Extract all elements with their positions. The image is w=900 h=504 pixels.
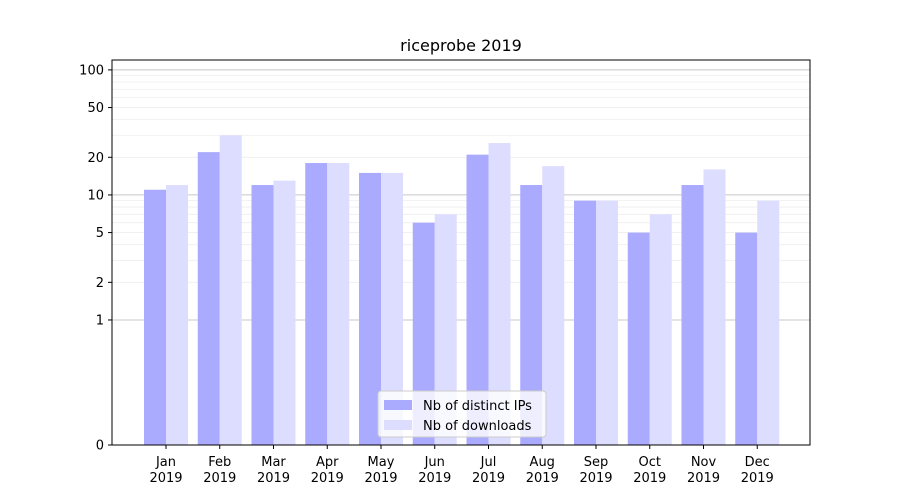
x-tick-label-month: Mar: [261, 455, 286, 470]
bar-distinct-ips: [305, 163, 328, 445]
bar-downloads: [434, 214, 457, 445]
y-tick-label: 1: [96, 313, 104, 328]
bars-layer: [144, 135, 780, 446]
legend-swatch: [384, 400, 412, 410]
y-axis: 0 1 2 5 10 20 50 100: [79, 63, 112, 454]
bar-distinct-ips: [251, 185, 274, 445]
bar-distinct-ips: [144, 189, 166, 445]
x-tick-label-year: 2019: [257, 471, 290, 486]
x-tick-label-month: Jun: [424, 455, 445, 470]
y-tick-label: 10: [87, 188, 104, 203]
x-tick-label-year: 2019: [472, 471, 505, 486]
x-tick-label-year: 2019: [633, 471, 666, 486]
x-tick-label-year: 2019: [741, 471, 774, 486]
x-tick-label-month: May: [368, 455, 395, 470]
bar-downloads: [488, 143, 511, 445]
legend-box: [377, 390, 547, 438]
y-tick-label: 0: [96, 439, 104, 454]
x-tick-label-year: 2019: [687, 471, 720, 486]
bar-distinct-ips: [681, 185, 704, 445]
x-tick-label-year: 2019: [526, 471, 559, 486]
bar-distinct-ips: [627, 232, 650, 445]
x-tick-label-month: Apr: [316, 455, 339, 470]
x-tick-label-month: Sep: [584, 455, 609, 470]
bar-downloads: [381, 172, 403, 445]
x-tick-label-month: Feb: [208, 455, 231, 470]
bar-downloads: [327, 163, 350, 445]
y-tick-label: 50: [87, 101, 104, 116]
bar-distinct-ips: [359, 172, 381, 445]
bar-distinct-ips: [520, 185, 543, 445]
x-tick-label-month: Jan: [155, 455, 176, 470]
bar-downloads: [542, 166, 565, 445]
x-tick-label-month: Nov: [691, 455, 717, 470]
y-tick-label: 100: [79, 63, 104, 78]
bar-downloads: [703, 169, 726, 445]
legend-swatch: [384, 420, 412, 430]
bar-downloads: [273, 180, 296, 445]
x-tick-label-month: Dec: [745, 455, 770, 470]
bar-distinct-ips: [466, 154, 489, 446]
x-tick-label-month: Jul: [480, 455, 497, 470]
bar-downloads: [757, 200, 780, 445]
bar-downloads: [219, 135, 242, 445]
bar-distinct-ips: [735, 232, 758, 445]
legend-label: Nb of distinct IPs: [423, 399, 532, 414]
x-tick-label-year: 2019: [203, 471, 236, 486]
plot-frame: [111, 59, 811, 446]
x-tick-label-month: Oct: [639, 455, 661, 470]
x-tick-label-month: Aug: [530, 455, 555, 470]
y-tick-label: 2: [96, 276, 104, 291]
legend: Nb of distinct IPs Nb of downloads: [377, 390, 547, 438]
x-tick-label-year: 2019: [149, 471, 182, 486]
bar-distinct-ips: [197, 152, 220, 445]
bar-distinct-ips: [574, 200, 596, 445]
bar-downloads: [649, 214, 672, 445]
bar-downloads: [596, 200, 618, 445]
bar-distinct-ips: [412, 222, 435, 445]
x-tick-label-year: 2019: [579, 471, 612, 486]
y-tick-label: 20: [87, 151, 104, 166]
legend-label: Nb of downloads: [423, 419, 532, 434]
bar-downloads: [166, 185, 188, 445]
x-tick-label-year: 2019: [364, 471, 397, 486]
x-tick-label-year: 2019: [418, 471, 451, 486]
x-axis: Jan2019Feb2019Mar2019Apr2019May2019Jun20…: [149, 445, 774, 486]
chart-title: riceprobe 2019: [400, 36, 522, 55]
y-tick-label: 5: [96, 226, 104, 241]
x-tick-label-year: 2019: [311, 471, 344, 486]
